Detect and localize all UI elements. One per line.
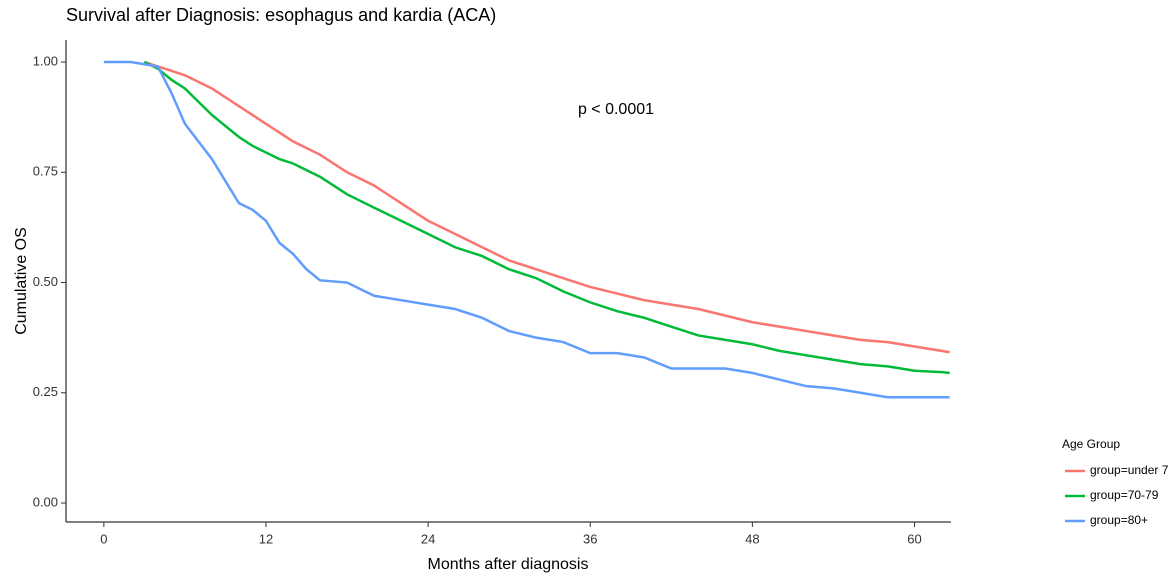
y-axis-title: Cumulative OS bbox=[13, 227, 30, 335]
legend-label: group=80+ bbox=[1090, 513, 1148, 527]
y-tick-label: 0.00 bbox=[33, 494, 58, 509]
x-tick-label: 48 bbox=[745, 531, 759, 546]
legend-title: Age Group bbox=[1062, 437, 1120, 451]
x-tick-label: 12 bbox=[259, 531, 273, 546]
survival-line bbox=[143, 60, 950, 354]
annotation: p < 0.0001 bbox=[578, 101, 654, 118]
legend-label: group=70-79 bbox=[1090, 488, 1159, 502]
x-tick-label: 60 bbox=[907, 531, 921, 546]
y-tick-label: 0.50 bbox=[33, 274, 58, 289]
x-tick-label: 24 bbox=[421, 531, 435, 546]
y-tick-label: 0.75 bbox=[33, 164, 58, 179]
y-tick-label: 0.25 bbox=[33, 384, 58, 399]
y-tick-label: 1.00 bbox=[33, 53, 58, 68]
x-tick-label: 0 bbox=[100, 531, 107, 546]
x-tick-label: 36 bbox=[583, 531, 597, 546]
survival-line bbox=[103, 60, 950, 399]
legend-label: group=under 70 bbox=[1090, 463, 1168, 477]
x-axis-title: Months after diagnosis bbox=[428, 556, 589, 573]
survival-line bbox=[143, 60, 950, 375]
chart-title: Survival after Diagnosis: esophagus and … bbox=[66, 5, 496, 25]
